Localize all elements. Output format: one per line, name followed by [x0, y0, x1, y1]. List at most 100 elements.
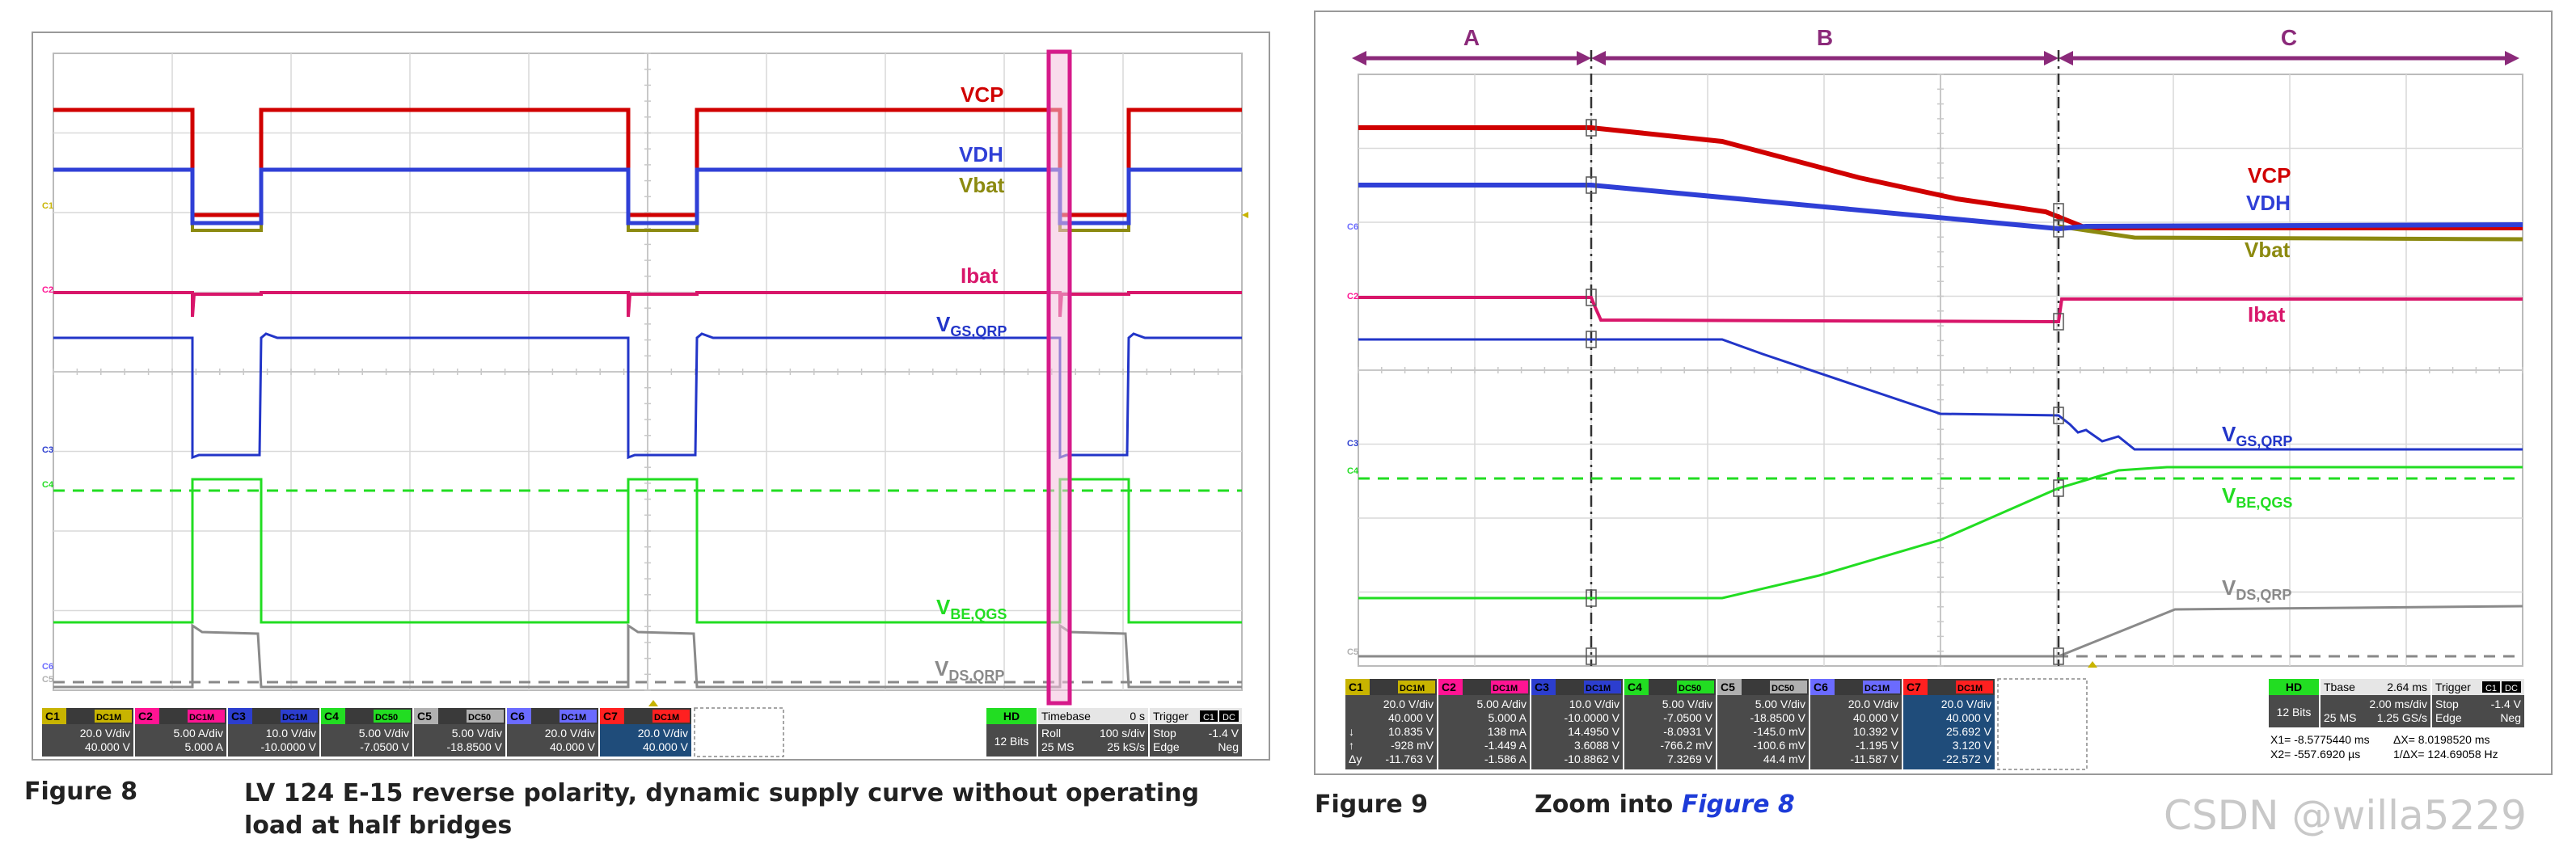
- cursor-x1: X1= -8.5775440 ms: [2270, 733, 2370, 746]
- region-label-c: C: [2281, 25, 2297, 50]
- channel-coupling-box: [560, 710, 597, 723]
- channel-scale: 5.00 V/div: [452, 727, 502, 740]
- series-label-vds: VDS,QRP: [935, 656, 1004, 684]
- channel-coupling: DC50: [1679, 684, 1701, 693]
- channel-cursor-x1: 10.835 V: [1388, 725, 1434, 738]
- region-arrow-head-left: [1591, 51, 1606, 65]
- channel-coupling-box: [281, 710, 318, 723]
- channel-marker-c1: C1: [42, 201, 53, 211]
- series-label-ibat: Ibat: [2248, 302, 2286, 327]
- channel-cursor-x1: -145.0 mV: [1753, 725, 1805, 738]
- channel-color-chip: [42, 708, 66, 724]
- channel-marker-c3: C3: [1347, 439, 1358, 449]
- channel-marker-c3: C3: [42, 445, 53, 455]
- channel-offset: -18.8500 V: [1750, 711, 1806, 724]
- figure-9-traces: C6 C2 C3 C4 C5: [1347, 119, 2523, 668]
- trigger-level: -1.4 V: [1209, 727, 1239, 740]
- cursor-measure-marker: [1586, 647, 1597, 665]
- channel-coupling-box: [652, 710, 690, 723]
- channel-color-chip: [1810, 679, 1835, 695]
- channel-offset: 5.000 A: [185, 740, 224, 753]
- figure-8-reference-link[interactable]: Figure 8: [1681, 790, 1795, 819]
- series-label-vcp: VCP: [961, 82, 1003, 107]
- series-label-text: V: [2222, 422, 2236, 446]
- cursor-glyph: Δy: [1349, 752, 1362, 765]
- channel-id: C4: [324, 710, 339, 723]
- timebase-rate: 25 kS/s: [1107, 740, 1145, 753]
- channel-body: [507, 724, 598, 757]
- hd-badge: [986, 708, 1037, 724]
- channel-cursor-x2: -1.449 A: [1484, 739, 1527, 752]
- series-label-vbat: Vbat: [2244, 238, 2291, 262]
- channel-coupling-box: [188, 710, 225, 723]
- channel-body: [600, 724, 691, 757]
- series-label-vds: VDS,QRP: [2222, 575, 2291, 603]
- channel-id: C2: [138, 710, 153, 723]
- channel-coupling: DC50: [375, 713, 398, 723]
- figure-8-caption-text: LV 124 E-15 reverse polarity, dynamic su…: [244, 779, 1199, 840]
- timebase-tdiv: 100 s/div: [1100, 727, 1145, 740]
- channel-marker-c6: C6: [42, 662, 53, 672]
- channel-offset: 40.000 V: [550, 740, 596, 753]
- trigger-type: Edge: [1153, 740, 1180, 753]
- hd-bits: 12 Bits: [2277, 706, 2312, 719]
- channel-offset: 40.000 V: [643, 740, 689, 753]
- series-label-text: VDH: [959, 142, 1003, 166]
- region-arrow-head-left: [2059, 51, 2073, 65]
- channel-coupling-box: [1956, 681, 1993, 693]
- channel-scale: 20.0 V/div: [545, 727, 595, 740]
- hd-body: [2269, 695, 2319, 727]
- channel-scale: 5.00 V/div: [1755, 698, 1805, 710]
- region-label-a: A: [1463, 25, 1480, 50]
- channel-coupling: DC1M: [1957, 684, 1983, 693]
- vgs-trace: [1358, 338, 2523, 451]
- channel-coupling-box: [374, 710, 411, 723]
- channel-cursor-dy: -1.586 A: [1484, 752, 1527, 765]
- channel-coupling: DC50: [1772, 684, 1794, 693]
- series-label-text: Ibat: [2248, 302, 2286, 327]
- channel-id: C7: [603, 710, 618, 723]
- channel-coupling: DC1M: [96, 713, 121, 723]
- channel-coupling-box: [1491, 681, 1528, 693]
- series-label-text: V: [2222, 483, 2236, 508]
- hd-bits: 12 Bits: [995, 735, 1029, 748]
- channel-marker-c4: C4: [1347, 466, 1359, 476]
- cursor-measure-marker: [2053, 647, 2064, 665]
- channel-cursor-dy: -10.8862 V: [1565, 752, 1620, 765]
- figure-8-grid: [53, 53, 1243, 691]
- trigger-slope: Neg: [1218, 740, 1239, 753]
- series-label-text: Vbat: [2244, 238, 2291, 262]
- figure-8-caption-title: LV 124 E-15 reverse polarity, dynamic su…: [244, 778, 1255, 842]
- vbat-trace: [2058, 224, 2523, 242]
- cursor-measure-marker: [2053, 407, 2064, 424]
- vds-trace: [53, 623, 1242, 689]
- timebase-delay: 2.64 ms: [2387, 681, 2427, 693]
- channel-cursor-x2: -928 mV: [1391, 739, 1434, 752]
- timebase-header: [1038, 708, 1148, 724]
- cursor-dx: ΔX= 8.0198520 ms: [2393, 733, 2490, 746]
- series-label-vgs: VGS,QRP: [2222, 422, 2292, 449]
- channel-coupling-box: [1398, 681, 1435, 693]
- channel-cursor-dy: 44.4 mV: [1763, 752, 1806, 765]
- timebase-body: [1038, 724, 1148, 757]
- timebase-delay: 0 s: [1130, 710, 1145, 723]
- trigger-state: Stop: [1153, 727, 1176, 740]
- series-label-vbe: VBE,QGS: [2222, 483, 2292, 511]
- cursor-measure-marker: [2053, 203, 2064, 221]
- cursor-glyph: ↑: [1349, 739, 1354, 752]
- channel-coupling: DC1M: [654, 713, 679, 723]
- channel-coupling: DC1M: [1586, 684, 1611, 693]
- channel-body: [1810, 695, 1902, 769]
- trigger-src: C1: [1203, 713, 1214, 723]
- channel-coupling-box: [467, 710, 504, 723]
- channel-scale: 5.00 A/div: [1477, 698, 1527, 710]
- hd-body: [986, 724, 1037, 757]
- channel-color-chip: [1531, 679, 1556, 695]
- channel-coupling: DC1M: [1400, 684, 1425, 693]
- ibat-trace: [1358, 296, 2523, 324]
- channel-scale: 5.00 V/div: [1662, 698, 1712, 710]
- channel-offset: -10.0000 V: [1565, 711, 1620, 724]
- channel-body: [1903, 695, 1995, 769]
